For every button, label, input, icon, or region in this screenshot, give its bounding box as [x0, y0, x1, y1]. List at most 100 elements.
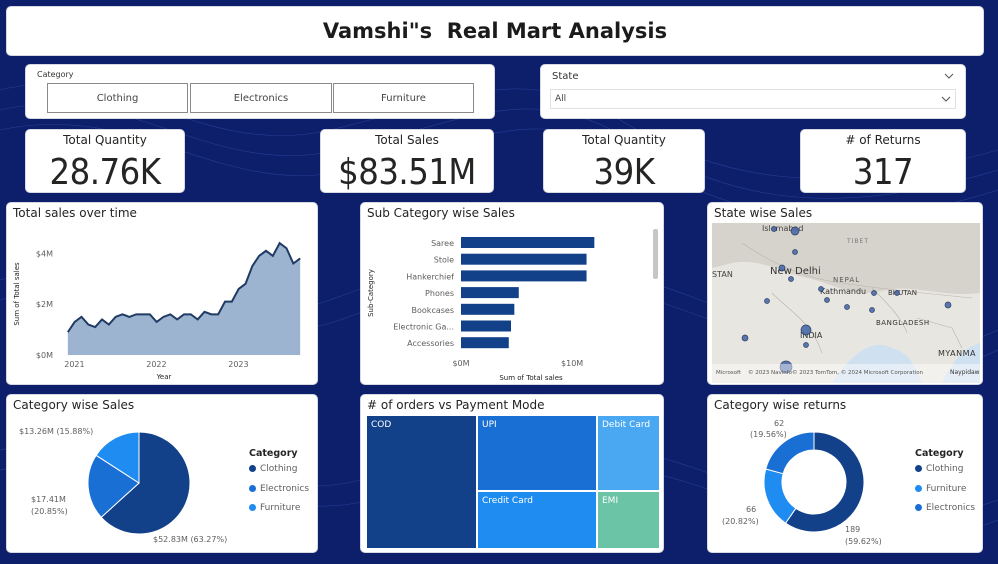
bar: [461, 237, 595, 248]
treemap-tile-upi[interactable]: UPI: [477, 415, 597, 491]
state-map[interactable]: Islamabad TIBET STAN New Delhi NEPAL Kat…: [712, 223, 980, 383]
map-bubble[interactable]: [800, 324, 812, 336]
map-label: BHUTAN: [888, 289, 917, 297]
map-label: MYANMA: [938, 349, 976, 358]
legend-dot: [915, 465, 922, 472]
map-label: BANGLADESH: [876, 319, 930, 327]
kpi-total-quantity-2: Total Quantity 39K: [543, 129, 705, 193]
category-label: Electronic Ga...: [393, 323, 454, 332]
category-pie-chart[interactable]: [7, 395, 317, 552]
state-slicer: State All: [540, 64, 966, 119]
map-bubble[interactable]: [894, 290, 900, 296]
map-bubble[interactable]: [788, 276, 794, 282]
map-bubble[interactable]: [771, 226, 777, 232]
chart-title: Category wise Sales: [13, 398, 135, 412]
category-returns-donut[interactable]: [708, 395, 982, 552]
dashboard-title: Vamshi"s Real Mart Analysis: [322, 19, 668, 43]
legend-item[interactable]: Electronics: [249, 484, 309, 494]
chevron-down-icon[interactable]: [944, 72, 954, 80]
category-returns-card: Category wise returns 62 (19.56%) 66 (20…: [707, 394, 983, 553]
map-bubble[interactable]: [764, 298, 770, 304]
chart-title: Sub Category wise Sales: [367, 206, 515, 220]
sales-over-time-card: Total sales over time $0M $2M $4M 2021 2022 2…: [6, 202, 318, 385]
treemap-tile-cod[interactable]: COD: [366, 415, 477, 549]
kpi-total-quantity: Total Quantity 28.76K: [25, 129, 185, 193]
bar: [461, 270, 587, 282]
map-bubble[interactable]: [824, 297, 830, 303]
kpi-label: Total Quantity: [582, 133, 666, 147]
kpi-value: 39K: [593, 152, 655, 193]
kpi-returns: # of Returns 317: [800, 129, 966, 193]
data-label: 189: [845, 525, 861, 534]
legend-dot: [915, 485, 922, 492]
state-slicer-label: State: [552, 71, 579, 82]
data-label: (20.82%): [722, 517, 759, 526]
bar: [461, 287, 519, 299]
map-bubble[interactable]: [871, 290, 877, 296]
legend-item[interactable]: Electronics: [915, 503, 975, 513]
legend-label: Electronics: [926, 503, 976, 513]
state-dropdown[interactable]: All: [550, 89, 956, 109]
slicer-option-furniture[interactable]: Furniture: [333, 83, 474, 113]
slice: [763, 468, 797, 524]
category-label: Saree: [431, 239, 454, 248]
category-sales-card: Category wise Sales $13.26M (15.88%) $17…: [6, 394, 318, 553]
legend-title: Category: [915, 448, 964, 459]
bar: [461, 303, 515, 315]
kpi-label: # of Returns: [845, 133, 921, 147]
legend-item[interactable]: Clothing: [249, 464, 297, 474]
map-bubble[interactable]: [803, 342, 809, 348]
data-label: 66: [746, 505, 757, 514]
legend-item[interactable]: Furniture: [249, 503, 300, 513]
treemap-tile-emi[interactable]: EMI: [597, 491, 660, 549]
map-bubble[interactable]: [944, 301, 952, 309]
map-label: TIBET: [846, 238, 869, 245]
map-attribution-mid: © 2023 Navinfo: [748, 369, 793, 376]
scrollbar[interactable]: [653, 229, 658, 279]
map-bubble[interactable]: [741, 334, 749, 342]
sub-category-bar-chart[interactable]: Saree Stole Hankerchief Phones Bookcases Elec…: [361, 203, 663, 384]
slice: [87, 454, 140, 518]
slicer-option-clothing[interactable]: Clothing: [47, 83, 188, 113]
y-tick-label: $4M: [36, 249, 53, 258]
sales-area-chart[interactable]: $0M $2M $4M 2021 2022 2023 Year Sum of Total sa…: [7, 203, 317, 384]
legend-item[interactable]: Clothing: [915, 464, 963, 474]
x-tick-label: $0M: [452, 359, 469, 368]
legend-item[interactable]: Furniture: [915, 484, 966, 494]
treemap-label: UPI: [482, 420, 497, 430]
map-label: INDIA: [800, 331, 823, 340]
y-tick-label: $2M: [36, 300, 53, 309]
data-label: (19.56%): [750, 430, 787, 439]
map-label: New Delhi: [770, 266, 821, 277]
kpi-value: 317: [852, 152, 914, 193]
category-label: Bookcases: [412, 306, 454, 315]
map-bubble[interactable]: [792, 249, 798, 255]
treemap-label: Debit Card: [602, 420, 651, 430]
map-bubble[interactable]: [779, 360, 793, 374]
chart-title: # of orders vs Payment Mode: [367, 398, 545, 412]
chevron-down-icon: [941, 96, 951, 102]
x-tick-label: 2023: [228, 360, 248, 369]
slicer-option-electronics[interactable]: Electronics: [190, 83, 332, 113]
map-bubble[interactable]: [818, 286, 824, 292]
slice: [95, 431, 140, 484]
legend-label: Furniture: [260, 503, 301, 513]
map-label: Kathmandu: [820, 287, 866, 296]
map-bubble[interactable]: [778, 264, 786, 272]
bar: [461, 253, 587, 265]
map-bubble[interactable]: [869, 307, 875, 313]
area-fill: [67, 243, 301, 355]
data-label: $13.26M (15.88%): [19, 427, 94, 436]
legend-title: Category: [249, 448, 298, 459]
data-label: 62: [774, 419, 785, 428]
treemap-tile-debit-card[interactable]: Debit Card: [597, 415, 660, 491]
map-bubble[interactable]: [844, 304, 850, 310]
legend-label: Clothing: [260, 464, 298, 474]
kpi-label: Total Quantity: [63, 133, 147, 147]
map-bubble[interactable]: [790, 226, 800, 236]
title-card: Vamshi"s Real Mart Analysis: [6, 6, 984, 56]
treemap-tile-credit-card[interactable]: Credit Card: [477, 491, 597, 549]
legend-dot: [249, 504, 256, 511]
x-tick-label: 2021: [64, 360, 84, 369]
